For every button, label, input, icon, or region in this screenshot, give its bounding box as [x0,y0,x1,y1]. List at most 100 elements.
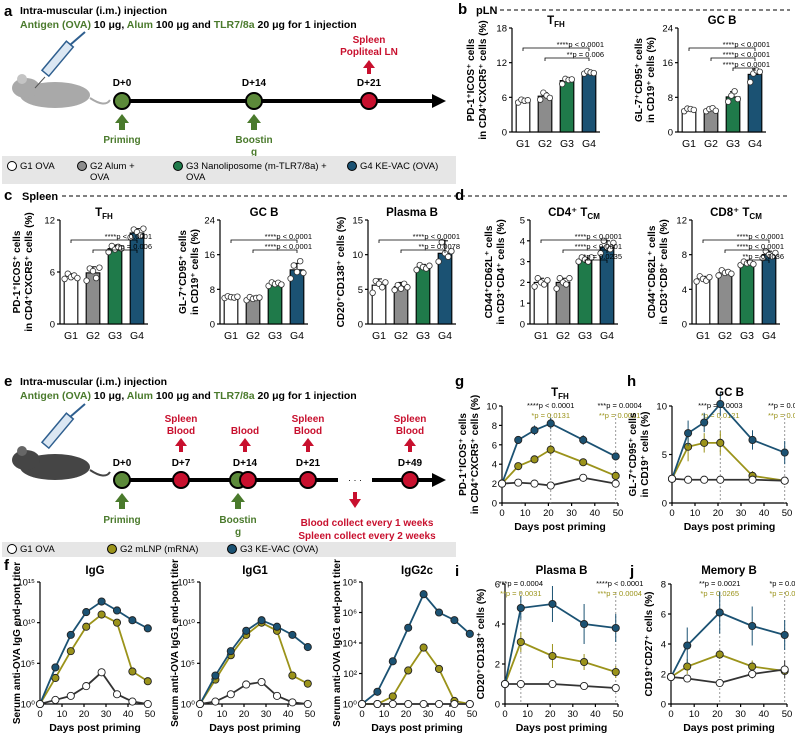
series-point-G1 [684,475,693,484]
significance-bracket [702,239,770,243]
tp-label-0: D+0 [113,78,132,89]
y-tick-label: 10⁰ [21,700,36,711]
x-tick-label: 20 [79,709,90,720]
series-point-G3 [683,641,692,650]
data-point-G2 [553,285,560,292]
chart-title-g: TFH [551,387,569,401]
spleen-arrow-icon [363,60,375,74]
x-tick-label: 40 [590,709,601,720]
series-point-G3 [748,435,757,445]
chart-title-sub: FH [554,20,565,29]
e-top-label-3-1: Spleen [394,414,427,425]
significance-bracket [732,67,756,71]
syringe-icon-e [40,403,86,450]
line-chart-f2: 10⁰ 10⁵ 10¹⁰ 10¹⁵ 0 10 20 30 40 50 Days post primi… [170,559,315,734]
spleen-header: Spleen [22,191,58,203]
legend-a-label-0: G1 OVA [20,161,55,172]
data-point-G1 [234,293,241,300]
legend-a-label2-1: OVA [90,172,110,183]
series-point-G2 [388,692,397,701]
series-point-G3 [514,435,523,445]
series-point-G2 [611,667,620,677]
bar-G3 [107,248,123,325]
y-tick-label: 10¹⁵ [177,578,195,589]
chart-title-h: GC B [715,387,744,399]
series-point-G1 [128,697,137,706]
significance-label: ****p < 0.0001 [575,242,622,251]
bar-chart-c2: 0 8 16 24 G1 G2 G3 G4 ****p < 0.0001****p < 0.00… [178,207,312,342]
x-tick-label: 50 [782,508,793,519]
e-tp-2: D+14 [233,458,258,469]
y-tick-label: 5 [520,216,525,227]
chart-title-main: IgG [85,565,104,577]
series-line-G2 [671,441,785,482]
y-tick-label: 4 [682,285,687,296]
y-tick-label: 6 [502,93,507,104]
legend-a-swatch-2 [173,161,183,171]
series-point-G1 [211,697,220,706]
significance-label: ****p < 0.0001 [265,242,312,251]
syringe-icon [34,31,86,89]
significance-label: ****p < 0.0001 [596,579,643,588]
bar-G3 [739,262,755,325]
significance-label: *p = 0.0258 [769,579,795,588]
panel-letter-h: h [627,373,636,390]
e-d21-marker [299,471,317,489]
x-tick-label: 50 [613,709,624,720]
x-tick-label: 40 [445,709,456,720]
legend-e-swatch-2 [227,544,237,554]
data-point-G1 [693,278,700,285]
collect-arrow-icon [349,492,361,508]
series-point-G2 [303,679,312,688]
y-tick-label: 10¹⁰ [177,618,195,629]
legend-a-swatch-3 [347,161,357,171]
chart-title-main: T [95,207,102,219]
line-chart-i: 0 2 4 6 0 10 20 30 40 50 Days post priming ***p = 0… [455,563,643,734]
x-tick-label-G4: G4 [130,330,144,342]
chart-title-main: T [547,15,554,27]
y-tick-label: 10¹⁵ [17,578,35,589]
series-point-G3 [242,626,251,635]
series-point-G1 [666,672,676,682]
y-tick-label: 3 [520,257,525,268]
e-top-arrow-icon-1 [239,438,251,452]
series-point-G1 [35,699,45,709]
y-tick-label: 10 [656,402,667,413]
series-point-G1 [257,677,266,687]
chart-title-main: Plasma B [536,565,588,577]
data-point-G4 [140,225,147,232]
x-tick-label: 50 [145,709,156,720]
legend-a-label-3: G4 KE-VAC (OVA) [360,161,438,172]
e-top-label-0-1: Spleen [165,414,198,425]
x-axis-label: Days post priming [49,722,141,734]
y-tick-label: 10⁵ [180,659,195,670]
x-tick-label-G3: G3 [578,330,592,342]
significance-bracket [400,249,446,253]
data-point-G4 [293,268,301,276]
series-point-G2 [434,664,444,673]
y-tick-label: 8 [661,580,666,591]
legend-e: G1 OVA G2 mLNP (mRNA) G3 KE-VAC (OVA) [7,544,318,555]
e-priming-arrow-icon [115,493,129,509]
series-point-G2 [82,622,91,631]
x-tick-label: 20 [713,508,724,519]
series-point-G1 [97,668,106,677]
chart-title-c2: GC B [250,207,279,219]
chart-title-d2: CD8⁺ TCM [710,207,762,221]
chart-title-main: IgG2c [401,565,434,577]
series-point-G1 [226,690,235,699]
panel-b-letter: b [458,1,467,18]
data-point-G1 [534,275,541,282]
x-tick-label: 50 [613,508,624,519]
series-point-G3 [373,687,382,696]
boosting-arrow-icon [247,114,261,130]
data-point-G2 [96,264,103,271]
significance-label: ****p < 0.0001 [557,40,604,49]
series-point-G2 [530,455,539,464]
e-priming-label: Priming [103,515,140,526]
data-point-G3 [426,262,433,269]
legend-a-label2-2: OVA [186,172,206,183]
series-point-G2 [128,667,137,676]
data-point-G4 [287,275,294,282]
